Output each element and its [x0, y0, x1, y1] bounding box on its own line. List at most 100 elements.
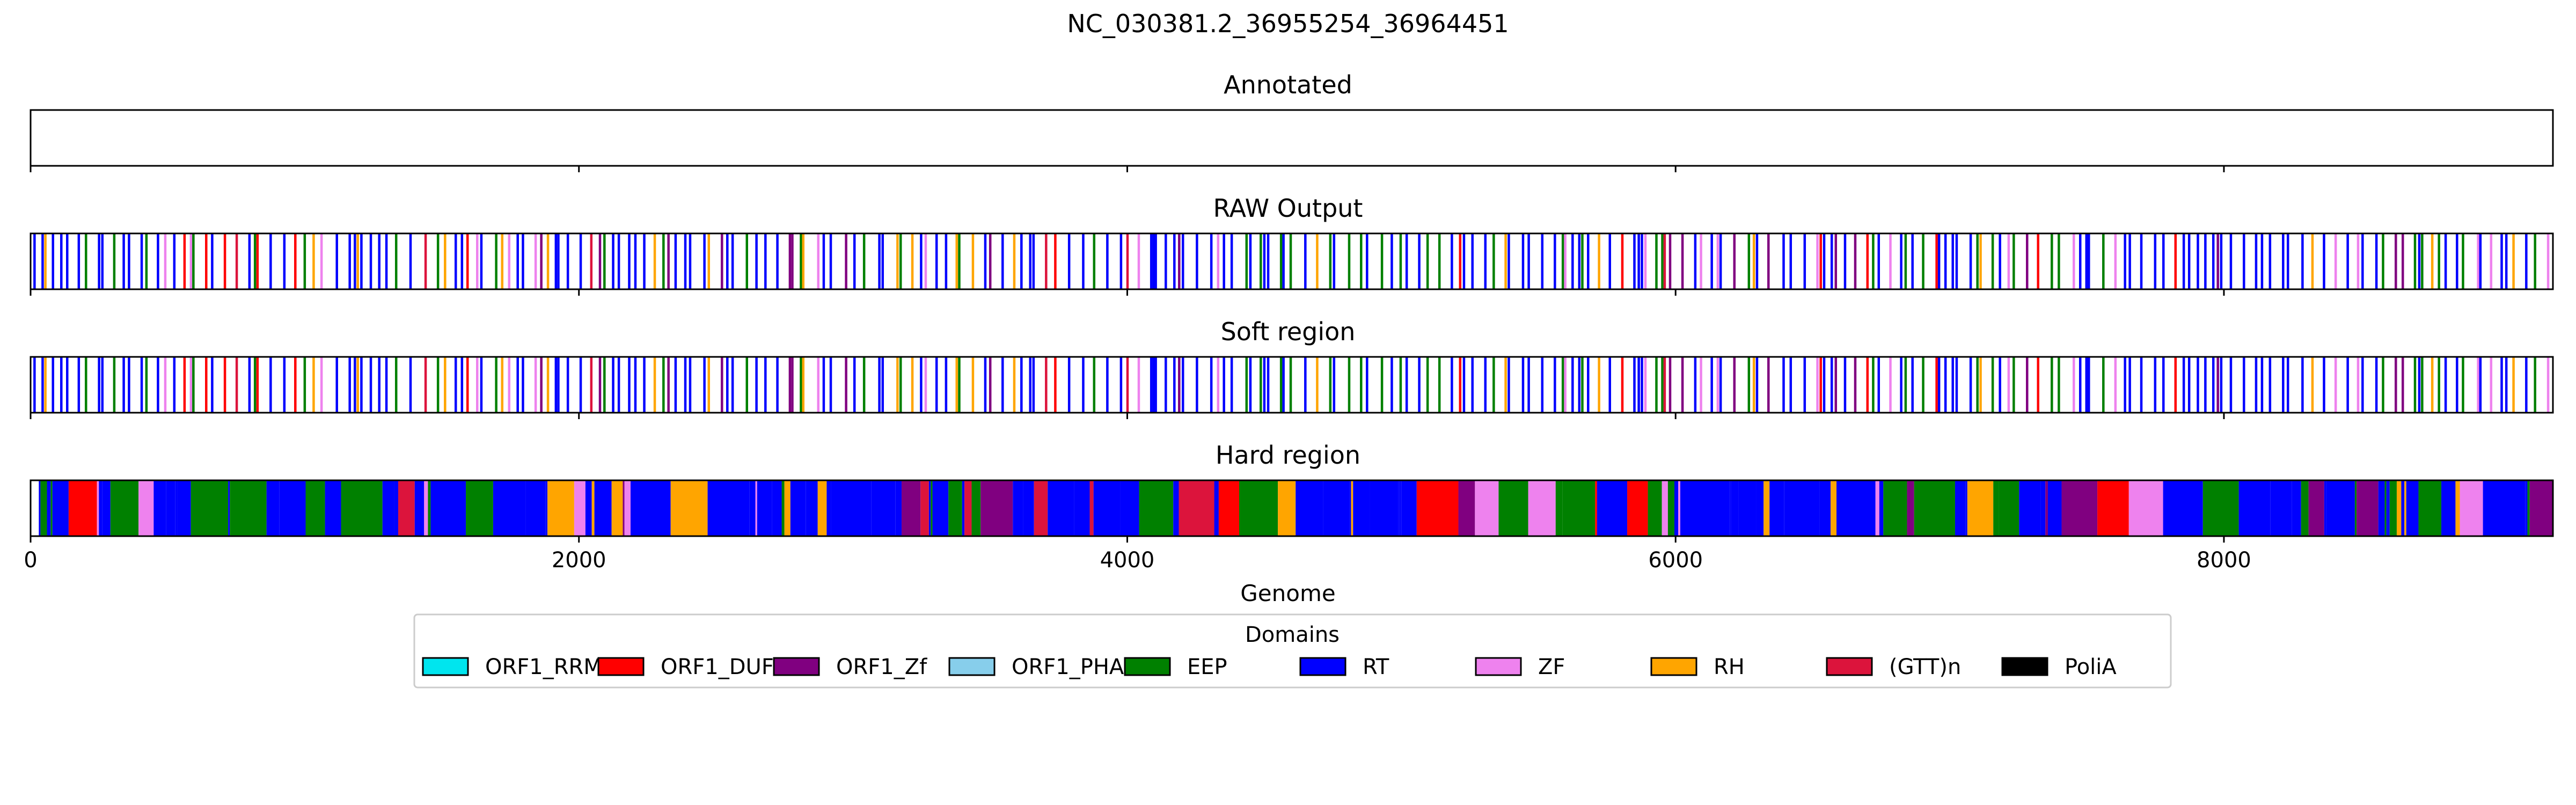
domain-hit — [1013, 357, 1016, 413]
domain-hit — [2212, 233, 2215, 289]
domain-hit — [2361, 233, 2364, 289]
domain-hit — [1333, 233, 1336, 289]
domain-hit — [1710, 357, 1713, 413]
domain-block — [826, 480, 831, 536]
domain-hit — [534, 233, 537, 289]
domain-hit — [1426, 357, 1429, 413]
domain-hit — [1054, 357, 1057, 413]
domain-hit — [211, 233, 214, 289]
domain-hit — [1484, 233, 1487, 289]
domain-block — [790, 480, 806, 536]
track-title-hard-region: Hard region — [1216, 441, 1360, 470]
domain-hit — [2007, 357, 2010, 413]
domain-block — [1349, 480, 1351, 536]
domain-hit — [958, 233, 961, 289]
domain-hit — [2102, 233, 2105, 289]
domain-hit — [1767, 233, 1770, 289]
domain-hit — [294, 357, 297, 413]
domain-hit — [1681, 357, 1684, 413]
legend-swatch — [597, 657, 645, 676]
domain-hit — [1507, 357, 1510, 413]
domain-hit — [2301, 357, 2304, 413]
domain-block — [2441, 480, 2456, 536]
domain-hit — [1459, 357, 1462, 413]
legend-swatch — [422, 657, 469, 676]
x-tick-label: 2000 — [552, 548, 606, 573]
domain-block — [1296, 480, 1323, 536]
domain-hit — [253, 233, 257, 289]
domain-block — [47, 480, 51, 536]
domain-hit — [1911, 357, 1914, 413]
domain-block — [1173, 480, 1179, 536]
domain-hit — [2243, 357, 2245, 413]
domain-block — [1398, 480, 1400, 536]
domain-hit — [1999, 357, 2001, 413]
domain-hit — [1492, 357, 1495, 413]
domain-hit — [2462, 233, 2464, 289]
domain-hit — [1230, 233, 1233, 289]
domain-hit — [800, 357, 802, 413]
legend-label: ORF1_PHA — [1012, 655, 1124, 679]
domain-block — [2483, 480, 2526, 536]
domain-hit — [862, 357, 866, 413]
domain-hit — [1661, 357, 1664, 413]
domain-hit — [845, 233, 847, 289]
domain-block — [707, 480, 750, 536]
domain-hit — [878, 357, 881, 413]
domain-block — [1239, 480, 1278, 536]
domain-hit — [1900, 233, 1902, 289]
domain-hit — [1955, 357, 1958, 413]
domain-hit — [2323, 233, 2325, 289]
domain-hit — [955, 357, 958, 413]
domain-hit — [788, 233, 792, 289]
domain-hit — [1360, 357, 1363, 413]
domain-hit — [896, 357, 899, 413]
domain-hit — [183, 233, 186, 289]
domain-hit — [2505, 233, 2508, 289]
domain-hit — [1819, 233, 1822, 289]
domain-hit — [1173, 233, 1176, 289]
domain-hit — [2438, 233, 2440, 289]
domain-hit — [1380, 233, 1384, 289]
domain-hit — [667, 357, 670, 413]
domain-block — [1597, 480, 1628, 536]
domain-hit — [1700, 233, 1702, 289]
domain-hit — [1587, 357, 1590, 413]
domain-hit — [684, 233, 687, 289]
domain-hit — [205, 233, 208, 289]
domain-hit — [1418, 357, 1421, 413]
domain-hit — [1587, 233, 1590, 289]
domain-hit — [2438, 357, 2440, 413]
domain-hit — [881, 233, 884, 289]
domain-hit — [2477, 233, 2479, 289]
domain-hit — [98, 357, 100, 413]
domain-block — [1562, 480, 1596, 536]
domain-block — [398, 480, 415, 536]
domain-block — [525, 480, 546, 536]
domain-hit — [2182, 357, 2185, 413]
domain-hit — [283, 233, 286, 289]
domain-block — [266, 480, 280, 536]
domain-hit — [476, 233, 479, 289]
domain-hit — [2114, 233, 2117, 289]
domain-hit — [60, 233, 63, 289]
domain-hit — [1245, 233, 1248, 289]
domain-hit — [788, 357, 792, 413]
domain-hit — [546, 233, 550, 289]
domain-hit — [508, 233, 511, 289]
x-tick-label: 8000 — [2197, 548, 2251, 573]
domain-block — [1955, 480, 1966, 536]
domain-hit — [554, 233, 558, 289]
domain-hit — [189, 233, 193, 289]
domain-hit — [1504, 233, 1507, 289]
domain-block — [2455, 480, 2460, 536]
domain-hit — [2395, 357, 2397, 413]
domain-block — [175, 480, 178, 536]
domain-hit — [2243, 233, 2245, 289]
domain-hit — [1637, 357, 1640, 413]
domain-hit — [566, 233, 569, 289]
legend-swatch — [1299, 657, 1346, 676]
domain-hit — [2229, 233, 2233, 289]
domain-hit — [776, 357, 779, 413]
domain-block — [2061, 480, 2098, 536]
